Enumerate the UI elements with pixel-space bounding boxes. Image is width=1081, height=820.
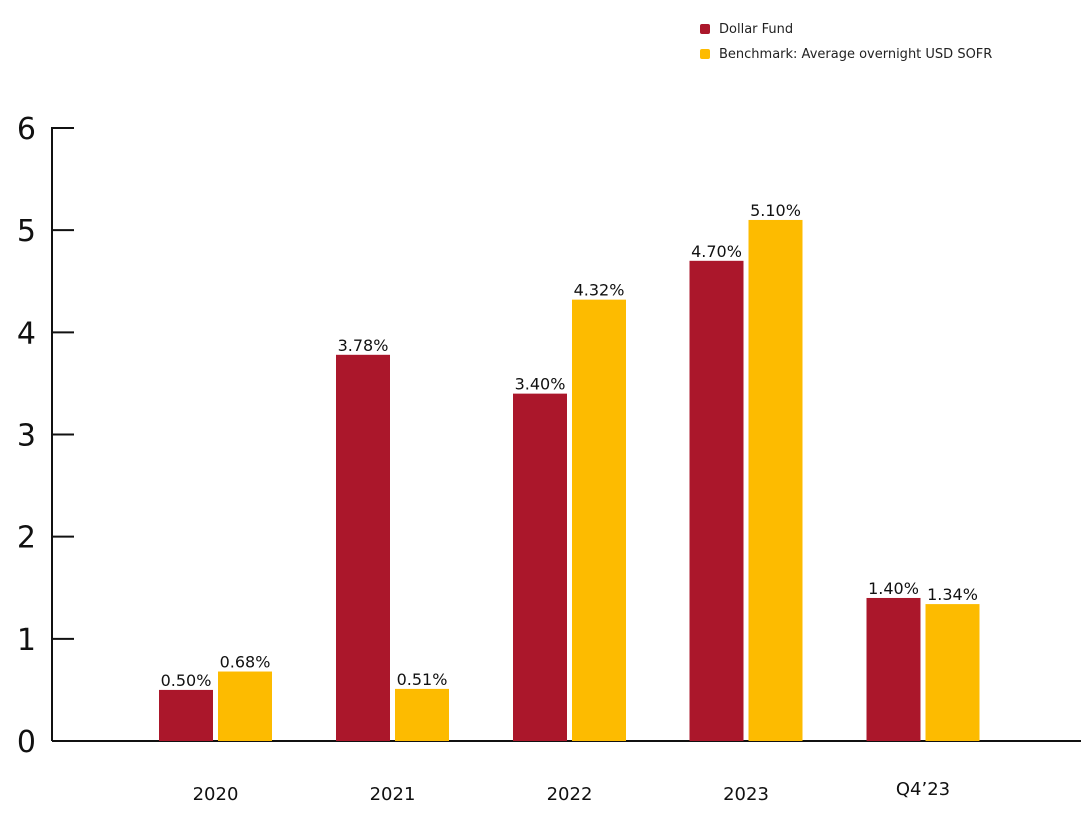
bar-benchmark bbox=[572, 299, 626, 741]
data-label: 1.40% bbox=[868, 579, 919, 598]
bar-benchmark bbox=[218, 671, 272, 741]
x-tick-label: 2022 bbox=[547, 784, 593, 805]
legend-item-dollar-fund: Dollar Fund bbox=[700, 18, 992, 40]
bar-benchmark bbox=[395, 688, 449, 741]
legend: Dollar Fund Benchmark: Average overnight… bbox=[700, 18, 992, 68]
bar-dollar-fund bbox=[336, 354, 390, 741]
legend-item-benchmark: Benchmark: Average overnight USD SOFR bbox=[700, 43, 992, 65]
x-tick-label: 2021 bbox=[370, 784, 416, 805]
y-tick-label: 4 bbox=[17, 316, 36, 351]
data-label: 4.70% bbox=[691, 242, 742, 261]
y-tick-label: 0 bbox=[17, 725, 36, 760]
x-tick-label: Q4’23 bbox=[896, 779, 950, 800]
legend-swatch-dollar-fund bbox=[700, 24, 710, 34]
data-label: 3.40% bbox=[515, 375, 566, 394]
y-tick-label: 6 bbox=[17, 112, 36, 147]
data-label: 0.68% bbox=[220, 653, 271, 672]
bar-benchmark bbox=[748, 219, 803, 741]
y-tick-label: 3 bbox=[17, 419, 36, 454]
bar-benchmark bbox=[925, 604, 980, 741]
y-tick-label: 2 bbox=[17, 521, 36, 556]
x-tick-label: 2023 bbox=[723, 784, 769, 805]
legend-swatch-benchmark bbox=[700, 49, 710, 59]
bar-dollar-fund bbox=[689, 260, 744, 741]
bar-dollar-fund bbox=[866, 597, 921, 741]
data-label: 5.10% bbox=[750, 201, 801, 220]
data-label: 4.32% bbox=[574, 281, 625, 300]
x-tick-label: 2020 bbox=[193, 784, 239, 805]
data-label: 3.78% bbox=[338, 336, 389, 355]
legend-label-dollar-fund: Dollar Fund bbox=[719, 21, 794, 37]
bar-dollar-fund bbox=[159, 689, 213, 741]
data-label: 0.50% bbox=[161, 671, 212, 690]
y-tick-label: 1 bbox=[17, 623, 36, 658]
bar-dollar-fund bbox=[513, 393, 567, 741]
data-label: 0.51% bbox=[397, 670, 448, 689]
legend-label-benchmark: Benchmark: Average overnight USD SOFR bbox=[719, 46, 993, 62]
y-tick-label: 5 bbox=[17, 214, 36, 249]
data-label: 1.34% bbox=[927, 585, 978, 604]
